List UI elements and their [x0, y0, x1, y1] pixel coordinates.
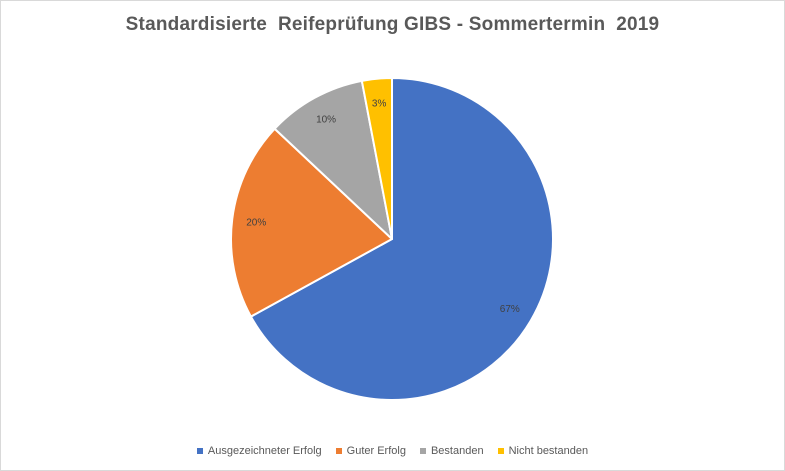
legend-label: Bestanden [430, 445, 484, 457]
data-label-guter-erfolg: 20% [246, 217, 266, 228]
chart-title: Standardisierte Reifeprüfung GIBS - Somm… [125, 14, 660, 35]
legend-label: Guter Erfolg [346, 445, 406, 457]
legend: Ausgezeichneter Erfolg Guter Erfolg Best… [0, 445, 785, 457]
pie-slice-guter-erfolg [230, 127, 393, 318]
legend-item-nicht-bestanden: Nicht bestanden [497, 445, 589, 457]
data-label-nicht-bestanden: 3% [372, 98, 387, 109]
legend-label: Nicht bestanden [508, 445, 589, 457]
pie-slice-ausgezeichneter-erfolg [249, 77, 554, 401]
pie-slice-bestanden [273, 79, 393, 240]
legend-label: Ausgezeichneter Erfolg [207, 445, 322, 457]
legend-swatch [196, 448, 203, 454]
legend-item-bestanden: Bestanden [419, 445, 484, 457]
legend-item-guter-erfolg: Guter Erfolg [335, 445, 406, 457]
legend-swatch [497, 448, 504, 454]
legend-swatch [335, 448, 342, 454]
data-label-ausgezeichneter-erfolg: 67% [500, 304, 520, 315]
legend-swatch [419, 448, 426, 454]
data-label-bestanden: 10% [316, 115, 336, 126]
legend-item-ausgezeichneter-erfolg: Ausgezeichneter Erfolg [196, 445, 322, 457]
pie-slice-nicht-bestanden [360, 77, 393, 240]
